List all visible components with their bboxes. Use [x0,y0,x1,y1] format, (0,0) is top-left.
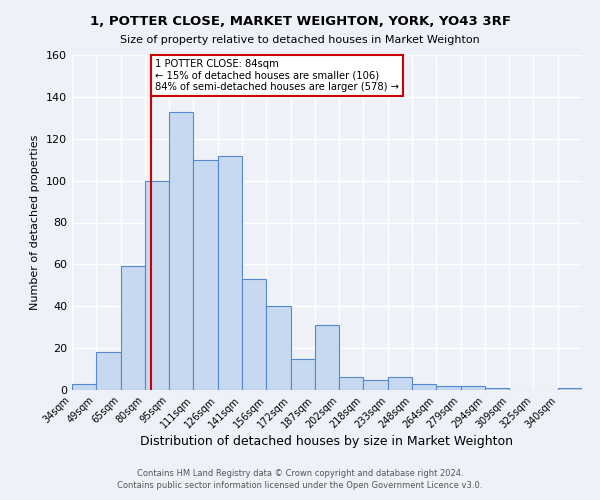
Bar [485,388,509,390]
Bar [169,112,193,390]
Text: 1, POTTER CLOSE, MARKET WEIGHTON, YORK, YO43 3RF: 1, POTTER CLOSE, MARKET WEIGHTON, YORK, … [89,15,511,28]
X-axis label: Distribution of detached houses by size in Market Weighton: Distribution of detached houses by size … [140,436,514,448]
Bar [266,306,290,390]
Bar [436,386,461,390]
Bar [364,380,388,390]
Bar [315,325,339,390]
Bar [339,378,364,390]
Bar [121,266,145,390]
Text: Contains HM Land Registry data © Crown copyright and database right 2024.
Contai: Contains HM Land Registry data © Crown c… [118,468,482,490]
Text: 1 POTTER CLOSE: 84sqm
← 15% of detached houses are smaller (106)
84% of semi-det: 1 POTTER CLOSE: 84sqm ← 15% of detached … [155,59,399,92]
Bar [193,160,218,390]
Bar [461,386,485,390]
Bar [242,279,266,390]
Bar [145,180,169,390]
Bar [290,358,315,390]
Bar [96,352,121,390]
Bar [72,384,96,390]
Bar [558,388,582,390]
Text: Size of property relative to detached houses in Market Weighton: Size of property relative to detached ho… [120,35,480,45]
Bar [412,384,436,390]
Bar [218,156,242,390]
Y-axis label: Number of detached properties: Number of detached properties [31,135,40,310]
Bar [388,378,412,390]
